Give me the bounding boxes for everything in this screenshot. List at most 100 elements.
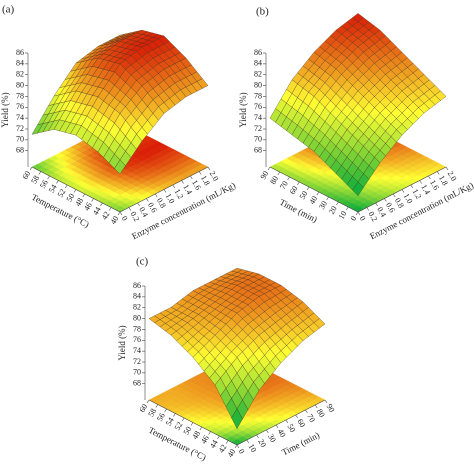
y-tick bbox=[375, 202, 378, 207]
x-tick bbox=[336, 201, 339, 206]
x-tick bbox=[267, 166, 271, 171]
z-tick-label: 82 bbox=[133, 303, 141, 312]
y-tick-label: 1.6 bbox=[428, 178, 441, 191]
y-tick-label: 90 bbox=[325, 402, 337, 413]
y-tick bbox=[436, 171, 440, 175]
y-tick-label: 1.2 bbox=[172, 187, 185, 200]
z-tick-label: 82 bbox=[254, 70, 262, 79]
y-tick-label: 1.4 bbox=[181, 183, 194, 196]
y-tick bbox=[246, 439, 250, 444]
y-tick bbox=[392, 193, 396, 198]
x-tick-label: 60 bbox=[21, 169, 33, 180]
x-tick bbox=[277, 171, 281, 176]
z-tick-label: 84 bbox=[133, 292, 141, 301]
y-tick-label: 2.0 bbox=[446, 169, 459, 182]
x-tick-label: 42 bbox=[217, 443, 229, 454]
z-tick-label: 74 bbox=[133, 346, 141, 355]
x-tick bbox=[199, 426, 203, 431]
y-tick-label: 1.6 bbox=[190, 178, 203, 191]
x-tick-label: 46 bbox=[199, 434, 211, 445]
x-tick bbox=[234, 444, 238, 449]
x-tick-label: 44 bbox=[91, 205, 103, 216]
z-tick-label: 70 bbox=[254, 135, 262, 144]
x-tick bbox=[82, 193, 86, 198]
z-tick-label: 86 bbox=[16, 48, 24, 57]
y-tick bbox=[266, 429, 269, 434]
z-tick-label: 72 bbox=[254, 124, 262, 133]
z-tick-label: 68 bbox=[16, 146, 24, 155]
x-tick-label: 50 bbox=[298, 189, 310, 200]
y-tick-label: 0.4 bbox=[137, 205, 150, 218]
x-tick bbox=[38, 171, 42, 175]
panel-label: (b) bbox=[256, 6, 269, 18]
x-tick-label: 50 bbox=[182, 425, 194, 436]
x-tick bbox=[217, 435, 220, 440]
y-tick bbox=[119, 211, 123, 216]
x-tick-label: 40 bbox=[109, 214, 121, 225]
x-tick bbox=[117, 211, 121, 216]
y-tick-label: 0 bbox=[358, 214, 368, 222]
x-tick bbox=[345, 206, 349, 211]
x-tick bbox=[355, 211, 359, 216]
x-tick bbox=[64, 184, 68, 189]
y-tick-label: 0.4 bbox=[375, 205, 388, 218]
x-tick bbox=[316, 191, 320, 196]
x-tick-label: 56 bbox=[155, 411, 167, 422]
panel-label: (a) bbox=[2, 4, 15, 16]
z-axis-title: Yield (%) bbox=[238, 92, 248, 127]
z-tick-label: 84 bbox=[16, 59, 24, 68]
z-tick-label: 70 bbox=[133, 368, 141, 377]
z-tick-label: 80 bbox=[254, 80, 262, 89]
y-tick bbox=[445, 166, 449, 171]
y-tick bbox=[137, 202, 140, 207]
y-tick bbox=[295, 414, 298, 419]
y-tick bbox=[366, 207, 370, 211]
z-tick-label: 84 bbox=[254, 59, 262, 68]
y-tick-label: 0 bbox=[120, 214, 130, 222]
z-tick-label: 80 bbox=[16, 80, 24, 89]
x-tick-label: 58 bbox=[29, 174, 41, 185]
x-tick-label: 70 bbox=[278, 179, 290, 190]
surface-cell bbox=[231, 408, 243, 430]
z-tick-label: 78 bbox=[254, 91, 262, 100]
y-tick bbox=[324, 399, 328, 404]
y-tick-label: 0.8 bbox=[393, 196, 406, 209]
x-tick bbox=[225, 440, 229, 444]
x-tick bbox=[306, 186, 310, 191]
x-tick-label: 48 bbox=[73, 196, 85, 207]
x-tick-label: 42 bbox=[100, 210, 112, 221]
x-tick-label: 0 bbox=[349, 214, 359, 222]
y-tick-label: 0.6 bbox=[384, 201, 397, 214]
x-tick bbox=[297, 181, 300, 186]
y-tick bbox=[236, 444, 240, 449]
y-tick bbox=[207, 166, 211, 171]
x-tick bbox=[56, 180, 59, 184]
y-tick bbox=[305, 409, 308, 414]
y-tick bbox=[146, 198, 149, 202]
x-tick-label: 44 bbox=[208, 438, 220, 449]
y-tick-label: 1.0 bbox=[164, 192, 177, 205]
x-tick-label: 80 bbox=[268, 174, 280, 185]
y-tick bbox=[314, 404, 318, 409]
surface-cell bbox=[352, 181, 364, 196]
y-tick-label: 0.8 bbox=[155, 196, 168, 209]
y-tick bbox=[181, 180, 184, 184]
x-tick bbox=[47, 175, 50, 180]
z-axis-title: Yield (%) bbox=[0, 92, 10, 127]
y-tick-label: 1.8 bbox=[437, 174, 450, 187]
panel-label: (c) bbox=[136, 256, 149, 268]
x-tick bbox=[164, 408, 167, 413]
x-tick bbox=[73, 189, 77, 193]
x-tick bbox=[208, 431, 211, 435]
x-tick bbox=[146, 399, 150, 404]
z-tick-label: 78 bbox=[16, 91, 24, 100]
y-tick bbox=[172, 184, 176, 189]
y-tick bbox=[419, 180, 422, 184]
x-tick bbox=[287, 176, 290, 181]
y-tick bbox=[401, 189, 405, 193]
y-tick bbox=[428, 175, 431, 180]
y-tick-label: 40 bbox=[276, 427, 288, 438]
z-tick-label: 86 bbox=[133, 281, 141, 290]
y-tick bbox=[256, 434, 259, 439]
x-tick-label: 52 bbox=[56, 187, 68, 198]
